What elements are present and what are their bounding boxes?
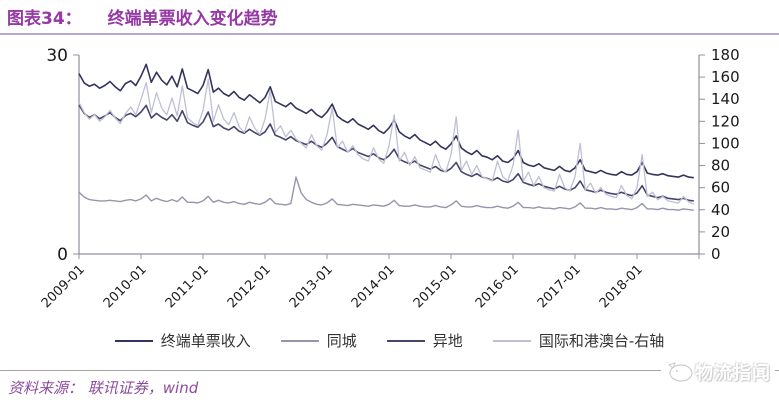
chart-header: 图表34： 终端单票收入变化趋势	[0, 0, 779, 35]
x-tick-label: 2018-01	[597, 262, 646, 311]
x-tick-label: 2009-01	[39, 262, 88, 311]
left-tick-label: 0	[57, 245, 68, 265]
x-tick-label: 2017-01	[535, 262, 584, 311]
right-tick-label: 0	[711, 245, 721, 263]
right-tick-label: 160	[711, 68, 740, 86]
legend-label: 同城	[326, 332, 357, 350]
chart-footer: 资料来源： 联讯证券，wind 物流指闻	[0, 357, 779, 404]
legend-item-国际和港澳台-右轴: 国际和港澳台-右轴	[492, 330, 665, 351]
right-tick-label: 40	[711, 201, 730, 219]
right-tick-label: 180	[711, 46, 740, 64]
right-tick-label: 60	[711, 179, 730, 197]
right-tick-label: 120	[711, 112, 740, 130]
series-line-同城	[78, 176, 694, 211]
x-tick-label: 2011-01	[163, 262, 212, 311]
legend-label: 终端单票收入	[160, 332, 251, 350]
legend-item-异地: 异地	[386, 330, 463, 351]
right-tick-label: 80	[711, 157, 730, 175]
x-tick-label: 2015-01	[411, 262, 460, 311]
x-tick-label: 2012-01	[225, 262, 274, 311]
page-title: 终端单票收入变化趋势	[107, 9, 278, 29]
legend-item-终端单票收入: 终端单票收入	[114, 330, 251, 351]
legend-label: 异地	[432, 332, 463, 350]
legend-swatch	[280, 339, 319, 342]
series-line-终端单票收入	[78, 63, 694, 179]
watermark: 物流指闻	[661, 357, 775, 387]
legend-swatch	[492, 339, 531, 342]
left-tick-label: 30	[46, 46, 68, 66]
series-line-国际和港澳台-右轴	[78, 78, 695, 205]
figure-label: 图表34：	[7, 9, 82, 29]
watermark-text: 物流指闻	[695, 363, 771, 384]
right-tick-label: 20	[711, 223, 730, 241]
right-tick-label: 140	[711, 90, 740, 108]
x-tick-label: 2013-01	[287, 262, 336, 311]
legend-label: 国际和港澳台-右轴	[538, 332, 665, 350]
legend-item-同城: 同城	[280, 330, 357, 351]
chart-legend: 终端单票收入 同城 异地 国际和港澳台-右轴	[0, 330, 779, 351]
x-tick-label: 2010-01	[101, 262, 150, 311]
x-tick-label: 2016-01	[473, 262, 522, 311]
x-tick-label: 2014-01	[349, 262, 398, 311]
whale-logo-icon	[667, 362, 693, 382]
legend-swatch	[114, 339, 153, 342]
source-text: 资料来源： 联讯证券，wind	[8, 379, 199, 397]
series-line-异地	[78, 104, 694, 202]
legend-swatch	[386, 339, 425, 342]
right-tick-label: 100	[711, 134, 740, 152]
